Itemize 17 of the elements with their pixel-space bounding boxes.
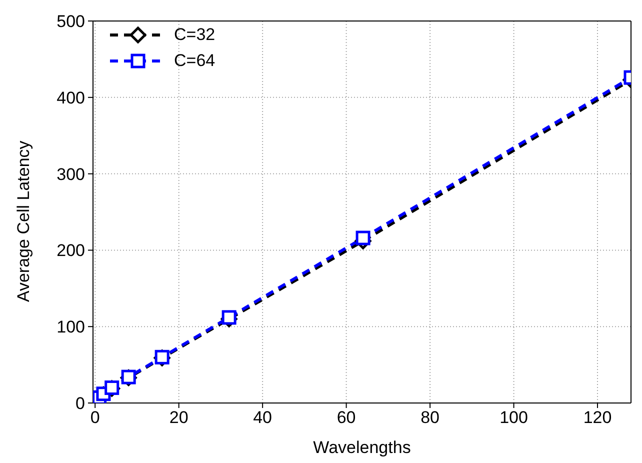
y-tick-label: 0 [76,394,85,414]
y-tick-label: 300 [56,164,85,184]
y-tick-label: 400 [56,88,85,108]
y-tick-label: 100 [56,318,85,337]
x-axis-title: Wavelengths [313,438,411,457]
legend-label: C=32 [174,25,216,45]
x-tick-label: 40 [253,408,272,428]
legend-label: C=64 [174,51,216,71]
y-tick-label: 500 [56,12,85,32]
x-tick-label: 100 [500,408,528,428]
x-tick-label: 20 [169,408,188,428]
y-tick-label: 200 [56,241,85,260]
x-tick-label: 80 [420,408,440,428]
y-axis-title: Average Cell Latency [14,140,34,302]
x-tick-label: 0 [90,408,100,428]
x-tick-label: 60 [336,408,356,428]
x-tick-label: 120 [583,408,612,428]
